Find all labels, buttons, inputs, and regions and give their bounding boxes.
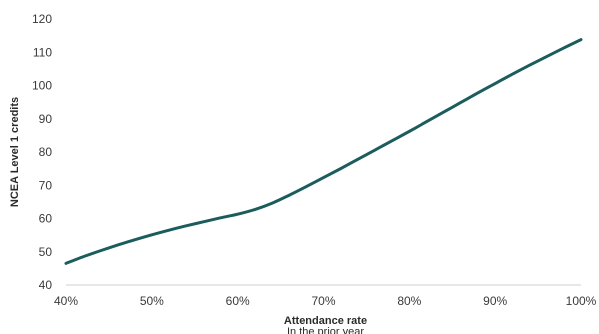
y-tick-label: 50	[39, 245, 53, 259]
x-axis-ticks: 40% 50% 60% 70% 80% 90% 100%	[54, 294, 597, 308]
chart-series	[64, 38, 583, 265]
x-tick-label: 80%	[397, 294, 421, 308]
y-axis-ticks: 40 50 60 70 80 90 100 110 120	[32, 12, 52, 292]
y-tick-label: 110	[33, 45, 52, 59]
y-tick-label: 70	[39, 178, 53, 192]
y-axis-title: NCEA Level 1 credits	[9, 97, 21, 207]
x-axis-title: Attendance rate	[284, 315, 367, 327]
x-tick-label: 60%	[226, 294, 250, 308]
y-tick-label: 60	[39, 212, 53, 226]
y-tick-label: 90	[39, 112, 53, 126]
series-line	[64, 38, 583, 265]
y-tick-label: 100	[32, 79, 52, 93]
y-tick-label: 120	[32, 12, 52, 26]
x-tick-label: 90%	[483, 294, 507, 308]
x-tick-label: 70%	[311, 294, 335, 308]
x-tick-label: 40%	[54, 294, 78, 308]
x-tick-label: 50%	[140, 294, 164, 308]
y-tick-label: 40	[39, 278, 53, 292]
x-axis-subtitle: In the prior year	[287, 326, 364, 334]
x-tick-label: 100%	[566, 294, 597, 308]
y-tick-label: 80	[39, 145, 53, 159]
